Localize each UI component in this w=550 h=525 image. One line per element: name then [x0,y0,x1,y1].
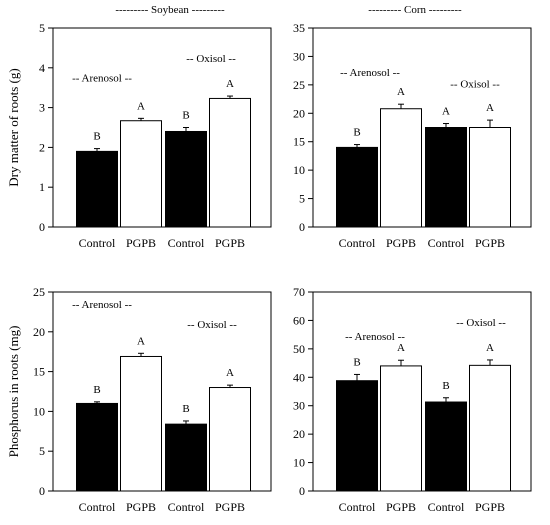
significance-letter: B [442,380,449,392]
annotation-oxisol: -- Oxisol -- [450,79,500,91]
y-tick-label: 5 [39,21,45,35]
chart-panel-4: 0 10 20 30 40 50 60 70 B Control A PGPB B Control A PGP… [293,285,532,514]
x-tick-label: PGPB [386,500,416,514]
significance-letter: A [397,342,405,354]
bar [76,150,118,228]
x-tick-label: PGPB [386,236,416,250]
significance-letter: B [353,127,360,139]
bar [120,355,162,492]
significance-letter: A [486,102,494,114]
annotation-arenosol: -- Arenosol -- [340,67,400,79]
y-tick-label: 0 [299,484,305,498]
y-tick-label: 25 [33,285,45,299]
x-tick-label: Control [428,500,465,514]
y-tick-label: 40 [293,370,305,384]
y-tick-label: 0 [39,220,45,234]
y-tick-label: 30 [293,399,305,413]
x-tick-label: Control [79,500,116,514]
x-tick-label: PGPB [215,236,245,250]
y-tick-label: 10 [293,163,305,177]
bar [380,365,422,492]
bar [165,130,207,228]
significance-letter: B [93,384,100,396]
y-tick-label: 0 [39,484,45,498]
x-tick-label: Control [168,500,205,514]
y-tick-label: 50 [293,342,305,356]
bar [336,380,378,492]
y-tick-label: 10 [293,456,305,470]
x-tick-label: PGPB [475,236,505,250]
chart-panel-1: 0 1 2 3 4 5 Dry matter of roots (g) B Control A PG… [6,21,272,250]
significance-letter: A [442,106,450,118]
annotation-arenosol: -- Arenosol -- [72,73,132,85]
x-tick-label: PGPB [126,500,156,514]
bar [425,127,467,228]
significance-letter: A [486,342,494,354]
y-tick-label: 4 [39,61,45,75]
significance-letter: A [226,367,234,379]
significance-letter: B [182,110,189,122]
y-tick-label: 5 [39,444,45,458]
bar [425,401,467,492]
chart-panel-2: 0 5 10 15 20 25 30 35 B Control A PGPB A Control A PGPB… [293,21,532,250]
bar [380,108,422,228]
bar [336,146,378,228]
y-tick-label: 30 [293,49,305,63]
significance-letter: A [137,100,145,112]
y-axis-label: Phosphorus in roots (mg) [6,326,21,458]
y-tick-label: 25 [293,78,305,92]
panels: 0 1 2 3 4 5 Dry matter of roots (g) B Control A PG… [6,21,532,514]
significance-letter: B [353,356,360,368]
y-tick-label: 2 [39,140,45,154]
bar [165,423,207,492]
annotation-oxisol: -- Oxisol -- [186,53,236,65]
significance-letter: A [226,78,234,90]
bar [469,364,511,492]
y-axis-label: Dry matter of roots (g) [6,68,21,186]
x-tick-label: PGPB [126,236,156,250]
y-tick-label: 3 [39,101,45,115]
x-tick-label: PGPB [475,500,505,514]
y-tick-label: 15 [293,135,305,149]
y-tick-label: 1 [39,180,45,194]
significance-letter: A [397,86,405,98]
annotation-oxisol: -- Oxisol -- [187,319,237,331]
y-tick-label: 10 [33,404,45,418]
x-tick-label: Control [79,236,116,250]
bar [76,402,118,492]
bar [120,120,162,228]
significance-letter: B [93,131,100,143]
y-tick-label: 60 [293,313,305,327]
x-tick-label: PGPB [215,500,245,514]
annotation-arenosol: -- Arenosol -- [72,299,132,311]
bar [209,387,251,492]
x-tick-label: Control [339,500,376,514]
bar [209,97,251,228]
column-title-corn: --------- Corn --------- [368,4,462,16]
column-title-soybean: --------- Soybean --------- [115,4,225,16]
y-tick-label: 20 [293,106,305,120]
x-tick-label: Control [428,236,465,250]
y-tick-label: 70 [293,285,305,299]
annotation-arenosol: -- Arenosol -- [345,331,405,343]
y-tick-label: 0 [299,220,305,234]
x-tick-label: Control [168,236,205,250]
y-tick-label: 35 [293,21,305,35]
significance-letter: B [182,403,189,415]
y-tick-label: 20 [293,427,305,441]
chart-panel-3: 0 5 10 15 20 25 Phosphorus in roots (mg) B Contr… [6,285,272,514]
y-tick-label: 15 [33,365,45,379]
bar [469,127,511,228]
y-tick-label: 20 [33,325,45,339]
y-tick-label: 5 [299,192,305,206]
x-tick-label: Control [339,236,376,250]
significance-letter: A [137,335,145,347]
annotation-oxisol: -- Oxisol -- [456,317,506,329]
